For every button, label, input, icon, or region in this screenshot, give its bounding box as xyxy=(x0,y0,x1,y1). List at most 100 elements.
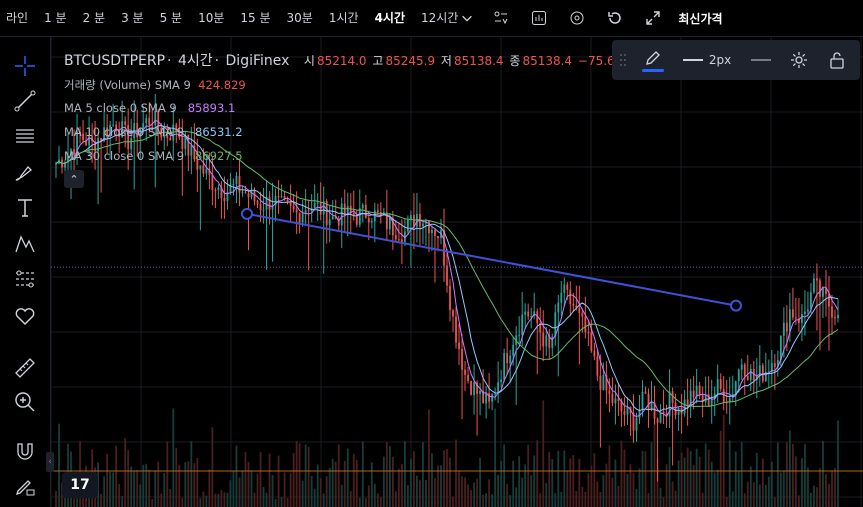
fib-tool[interactable] xyxy=(10,265,40,295)
ma10-value: 86531.2 xyxy=(195,125,243,139)
volume-bar xyxy=(548,451,551,507)
candle-body xyxy=(797,318,800,324)
volume-bar xyxy=(283,472,286,507)
volume-bar xyxy=(590,465,593,507)
candle-body xyxy=(88,136,90,146)
ruler-tool[interactable] xyxy=(10,353,40,383)
volume-bar xyxy=(253,492,256,507)
candle-body xyxy=(106,127,109,137)
trendline-handle-end xyxy=(730,299,742,312)
volume-bar xyxy=(710,461,713,507)
candle-body xyxy=(229,184,232,192)
volume-bar xyxy=(485,493,488,507)
left-toolbar xyxy=(0,37,51,507)
volume-bar xyxy=(662,497,665,507)
candle-body xyxy=(277,196,280,198)
candle-body xyxy=(271,205,274,210)
line-width-button[interactable]: 2px xyxy=(672,40,742,80)
volume-bar xyxy=(256,473,259,507)
timeframe-8[interactable]: 1시간 xyxy=(328,11,359,25)
candle-body xyxy=(202,165,205,174)
pattern-tool[interactable] xyxy=(10,229,40,259)
legend-collapse-button[interactable]: ⌃ xyxy=(64,170,84,188)
lock-draw-tool[interactable] xyxy=(10,471,40,501)
indicators-button[interactable] xyxy=(486,0,516,36)
candle-body xyxy=(55,163,57,165)
volume-bar xyxy=(545,483,548,507)
volume-bar xyxy=(467,484,469,507)
brush-tool[interactable] xyxy=(10,157,40,187)
volume-bar xyxy=(611,477,614,507)
volume-bar xyxy=(807,467,809,507)
candle-body xyxy=(73,149,75,155)
settings-button[interactable] xyxy=(562,0,592,36)
candle-body xyxy=(358,208,361,225)
fullscreen-button[interactable] xyxy=(638,0,668,36)
timeframe-6[interactable]: 15 분 xyxy=(240,11,271,25)
line-color-button[interactable] xyxy=(634,40,672,80)
timeframe-0[interactable]: 라인 xyxy=(6,11,29,25)
candle-body xyxy=(831,306,833,318)
undo-button[interactable] xyxy=(600,0,630,36)
timeframe-9[interactable]: 4시간 xyxy=(374,11,405,25)
candle-body xyxy=(587,332,590,334)
volume-bar xyxy=(599,491,602,507)
candle-body xyxy=(527,311,530,317)
candle-body xyxy=(503,353,506,380)
candle-body xyxy=(488,393,491,402)
volume-bar xyxy=(527,444,530,507)
candle-body xyxy=(157,110,160,128)
candle-body xyxy=(316,202,319,204)
candle-body xyxy=(82,133,84,141)
candle-body xyxy=(539,323,542,333)
candle-body xyxy=(791,309,794,318)
crosshair-tool[interactable] xyxy=(10,51,40,81)
volume-bar xyxy=(262,486,265,507)
candle-body xyxy=(298,212,301,223)
timeframe-4[interactable]: 5 분 xyxy=(159,11,183,25)
candle-body xyxy=(410,215,412,221)
timeframe-10[interactable]: 12시간 xyxy=(421,11,459,25)
toolbar-hide-handle[interactable]: ‹ xyxy=(46,452,54,472)
chart-type-button[interactable] xyxy=(524,0,554,36)
symbol-name[interactable]: BTCUSDTPERP xyxy=(64,53,166,69)
favorites-tool[interactable] xyxy=(10,301,40,331)
volume-bar xyxy=(515,487,518,507)
volume-bar xyxy=(572,455,575,507)
volume-bar xyxy=(638,468,641,507)
timeframe-5[interactable]: 10분 xyxy=(198,11,225,25)
volume-bar xyxy=(238,477,241,507)
latest-price-button[interactable]: 최신가격 xyxy=(678,11,723,26)
candle-body xyxy=(121,121,124,137)
drawing-lock-button[interactable] xyxy=(818,40,856,80)
candle-body xyxy=(794,317,797,319)
timeframe-1[interactable]: 1 분 xyxy=(44,11,67,25)
volume-bar xyxy=(425,480,427,507)
candle-body xyxy=(617,398,620,402)
trendline-tool[interactable] xyxy=(10,86,40,116)
volume-bar xyxy=(509,495,512,507)
candle-body xyxy=(434,229,436,237)
timeframe-7[interactable]: 30분 xyxy=(286,11,313,25)
horizontal-lines-icon xyxy=(16,129,34,143)
horizontal-lines-tool[interactable] xyxy=(10,121,40,151)
volume-bar xyxy=(698,456,701,507)
timeframe-dropdown[interactable] xyxy=(460,0,474,36)
timeframe-3[interactable]: 3 분 xyxy=(121,11,144,25)
close-label: 종 xyxy=(509,54,521,68)
volume-bar xyxy=(797,495,800,507)
candle-body xyxy=(166,134,169,138)
volume-bar xyxy=(422,442,424,507)
magnet-tool[interactable] xyxy=(10,437,40,467)
volume-bar xyxy=(764,484,767,507)
drag-handle[interactable] xyxy=(612,40,634,80)
text-tool[interactable] xyxy=(10,193,40,223)
zoom-in-tool[interactable] xyxy=(10,387,40,417)
timeframe-2[interactable]: 2 분 xyxy=(82,11,106,25)
tradingview-logo[interactable]: 17 xyxy=(62,472,98,498)
candle-body xyxy=(734,381,737,394)
line-style-button[interactable] xyxy=(742,40,780,80)
candle-body xyxy=(253,190,256,202)
drawing-settings-button[interactable] xyxy=(780,40,818,80)
volume-bar xyxy=(211,427,214,507)
